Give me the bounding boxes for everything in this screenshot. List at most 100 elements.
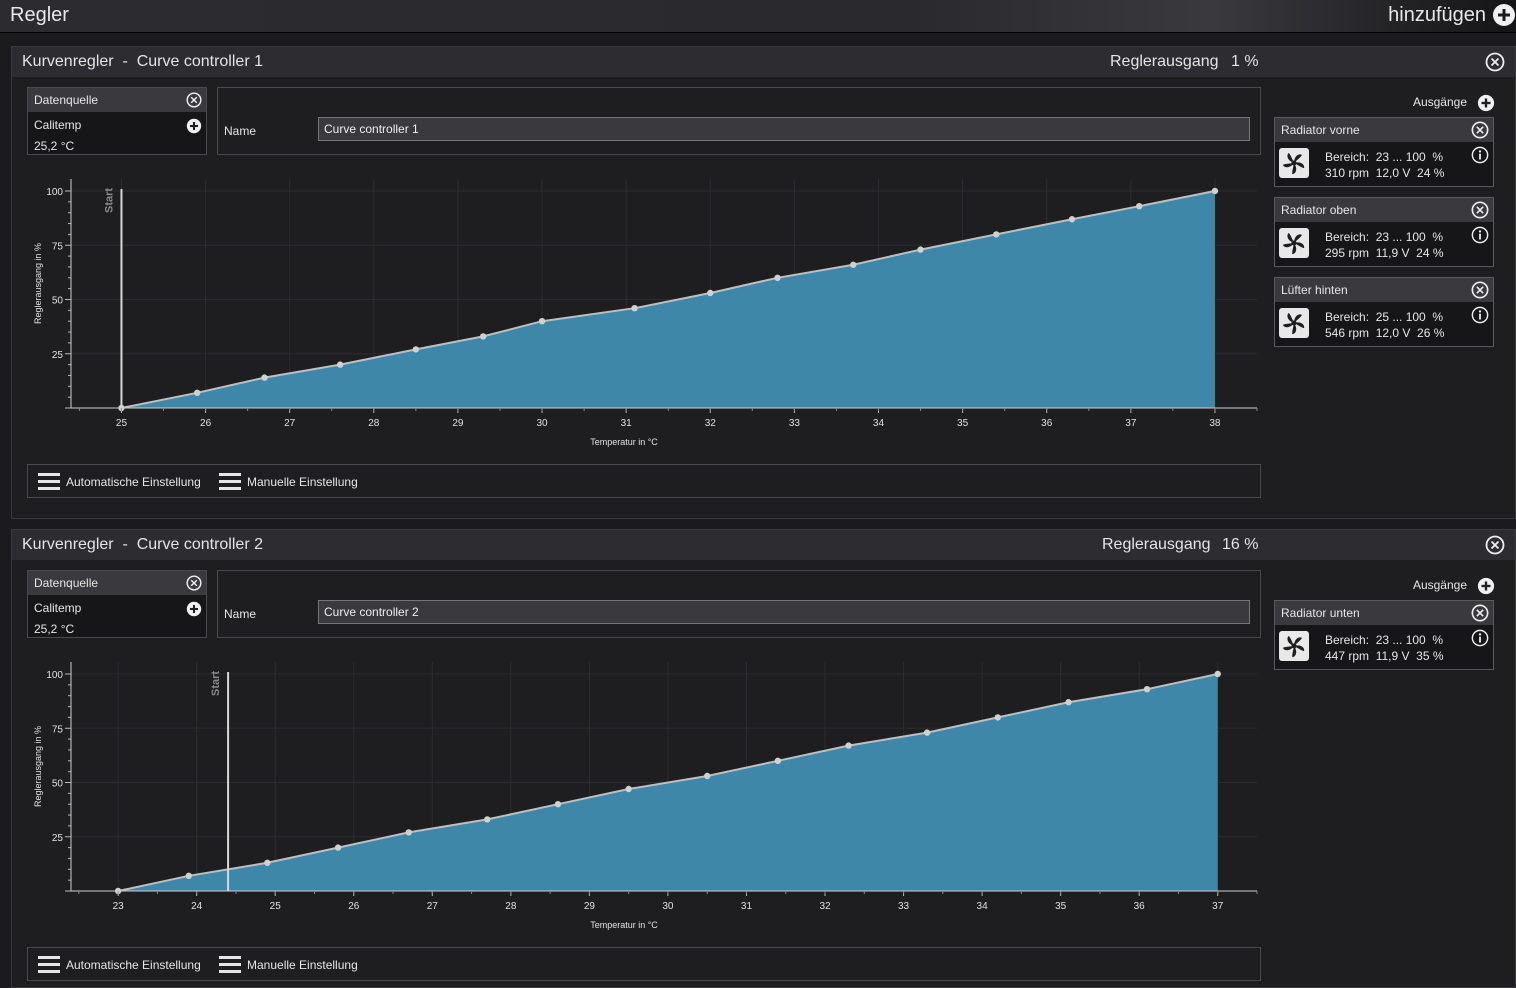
add-output-icon[interactable] <box>1477 94 1495 112</box>
manual-settings-label: Manuelle Einstellung <box>247 958 358 972</box>
curve-point <box>631 304 638 312</box>
x-tick-label: 37 <box>1212 901 1224 912</box>
controller-output-value: 16 % <box>1222 536 1259 553</box>
x-tick-label: 28 <box>368 418 380 429</box>
curve-point <box>405 829 412 836</box>
add-source-icon[interactable] <box>186 601 202 617</box>
output-status: 447 rpm 11,9 V 35 % <box>1325 649 1444 663</box>
data-source-name: Calitemp <box>34 601 82 615</box>
manual-settings-label: Manuelle Einstellung <box>247 475 358 489</box>
controller-panel: Kurvenregler - Curve controller 1 Regler… <box>11 46 1516 519</box>
curve-point <box>554 801 562 808</box>
x-tick-label: 26 <box>200 418 212 429</box>
controller-title: Kurvenregler - Curve controller 2 <box>22 536 263 553</box>
info-icon[interactable] <box>1471 226 1489 244</box>
curve-chart[interactable]: Start 100 75 50 25 23 24 25 26 27 28 29 30 31 32 33 34 35… <box>27 656 1261 941</box>
data-source-name: Calitemp <box>34 118 82 132</box>
remove-output-icon[interactable] <box>1471 604 1489 622</box>
controller-panel: Kurvenregler - Curve controller 2 Regler… <box>11 529 1516 988</box>
x-axis-label: Temperatur in °C <box>590 920 658 930</box>
curve-point <box>993 231 1000 238</box>
output-range: Bereich: 23 ... 100 % <box>1325 150 1444 164</box>
automatic-settings-button[interactable]: Automatische Einstellung <box>38 472 201 492</box>
info-icon[interactable] <box>1471 629 1489 647</box>
x-tick-label: 34 <box>873 418 885 429</box>
y-axis-label: Reglerausgang in % <box>33 243 43 324</box>
output-card[interactable]: Radiator vorne Bereich: 23 ... 100 % 310… <box>1274 117 1494 187</box>
curve-chart[interactable]: Start 100 75 50 25 25 26 27 28 29 30 31 32 33 34 35 36 37… <box>27 173 1261 458</box>
curve-line <box>121 190 1216 409</box>
y-tick-label: 50 <box>52 779 64 790</box>
y-tick-label: 50 <box>52 296 64 307</box>
info-icon[interactable] <box>1471 306 1489 324</box>
add-source-icon[interactable] <box>186 118 202 134</box>
output-range: Bereich: 23 ... 100 % <box>1325 633 1444 647</box>
x-tick-label: 34 <box>977 901 989 912</box>
x-axis-label: Temperatur in °C <box>590 437 658 447</box>
add-controller-button[interactable]: hinzufügen <box>1388 4 1486 26</box>
x-tick-label: 29 <box>584 901 596 912</box>
remove-output-icon[interactable] <box>1471 121 1489 139</box>
output-card-header: Radiator unten <box>1275 601 1493 625</box>
manual-settings-button[interactable]: Manuelle Einstellung <box>219 955 358 975</box>
remove-source-icon[interactable] <box>186 92 202 108</box>
fan-icon <box>1279 228 1309 258</box>
x-tick-label: 35 <box>957 418 969 429</box>
curve-point <box>774 274 781 281</box>
curve-point <box>261 374 268 381</box>
curve-point <box>484 816 491 823</box>
x-tick-label: 35 <box>1055 901 1067 912</box>
name-label: Name <box>224 607 257 621</box>
output-status: 310 rpm 12,0 V 24 % <box>1325 166 1445 180</box>
x-tick-label: 27 <box>284 418 296 429</box>
data-source-value: 25,2 °C <box>34 622 75 636</box>
curve-point <box>923 729 931 736</box>
plus-circle-icon[interactable] <box>1492 3 1516 27</box>
manual-settings-button[interactable]: Manuelle Einstellung <box>219 472 358 492</box>
controller-output-label: Reglerausgang <box>1102 536 1211 553</box>
fan-icon <box>1279 308 1309 338</box>
remove-source-icon[interactable] <box>186 575 202 591</box>
curve-point <box>850 261 857 268</box>
output-range: Bereich: 23 ... 100 % <box>1325 230 1444 244</box>
x-tick-label: 29 <box>452 418 464 429</box>
menu-icon <box>38 473 60 491</box>
curve-point <box>264 859 271 866</box>
settings-button-bar: Automatische Einstellung Manuelle Einste… <box>27 464 1261 498</box>
output-card[interactable]: Lüfter hinten Bereich: 25 ... 100 % 546 … <box>1274 277 1494 347</box>
remove-output-icon[interactable] <box>1471 281 1489 299</box>
menu-icon <box>38 956 60 974</box>
menu-icon <box>219 956 241 974</box>
info-icon[interactable] <box>1471 146 1489 164</box>
x-tick-label: 36 <box>1134 901 1146 912</box>
data-source-box: Datenquelle Calitemp 25,2 °C <box>27 570 207 638</box>
controller-name-input[interactable] <box>318 117 1250 141</box>
output-card[interactable]: Radiator unten Bereich: 23 ... 100 % 447… <box>1274 600 1494 670</box>
curve-point <box>707 289 714 297</box>
x-tick-label: 24 <box>191 901 203 912</box>
curve-point <box>479 333 487 340</box>
controller-name-input[interactable] <box>318 600 1250 624</box>
x-tick-label: 36 <box>1041 418 1053 429</box>
output-name: Radiator oben <box>1281 203 1357 217</box>
output-card[interactable]: Radiator oben Bereich: 23 ... 100 % 295 … <box>1274 197 1494 267</box>
close-panel-icon[interactable] <box>1485 535 1505 555</box>
automatic-settings-button[interactable]: Automatische Einstellung <box>38 955 201 975</box>
curve-point <box>1068 216 1076 223</box>
name-label: Name <box>224 124 257 138</box>
data-source-label: Datenquelle <box>34 576 99 590</box>
controller-output-label: Reglerausgang <box>1110 53 1219 70</box>
close-panel-icon[interactable] <box>1485 52 1505 72</box>
curve-point <box>917 246 924 253</box>
remove-output-icon[interactable] <box>1471 201 1489 219</box>
page-title: Regler <box>10 4 69 26</box>
outputs-label: Ausgänge <box>1412 95 1467 109</box>
add-output-icon[interactable] <box>1477 577 1495 595</box>
data-source-label: Datenquelle <box>34 93 99 107</box>
curve-point <box>1143 685 1151 693</box>
curve-point <box>1065 699 1072 706</box>
curve-point <box>336 361 344 368</box>
start-marker-label: Start <box>103 188 115 213</box>
name-box: Name <box>217 87 1261 155</box>
data-source-header: Datenquelle <box>28 88 206 112</box>
